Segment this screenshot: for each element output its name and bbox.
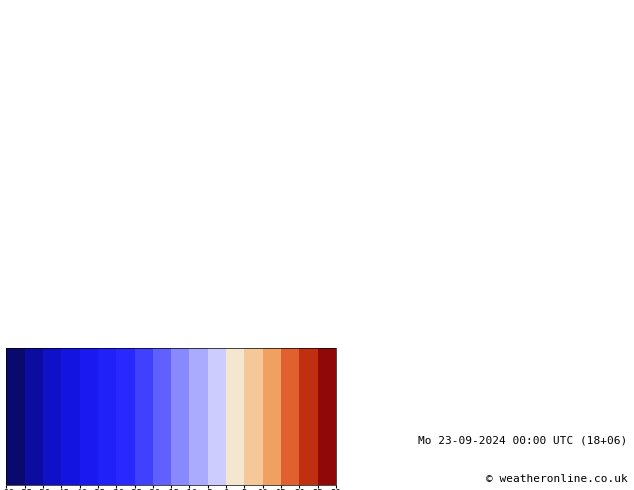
Text: © weatheronline.co.uk: © weatheronline.co.uk [486,474,628,484]
Text: Height/Temp. 100 hPa [gdmp][°C] GFS: Height/Temp. 100 hPa [gdmp][°C] GFS [6,436,243,446]
Text: Height/Temp. 100 hPa GFS
Mo 23-09-2024 00:00 UTC: Height/Temp. 100 hPa GFS Mo 23-09-2024 0… [207,196,427,235]
Text: Mo 23-09-2024 00:00 UTC (18+06): Mo 23-09-2024 00:00 UTC (18+06) [418,436,628,446]
